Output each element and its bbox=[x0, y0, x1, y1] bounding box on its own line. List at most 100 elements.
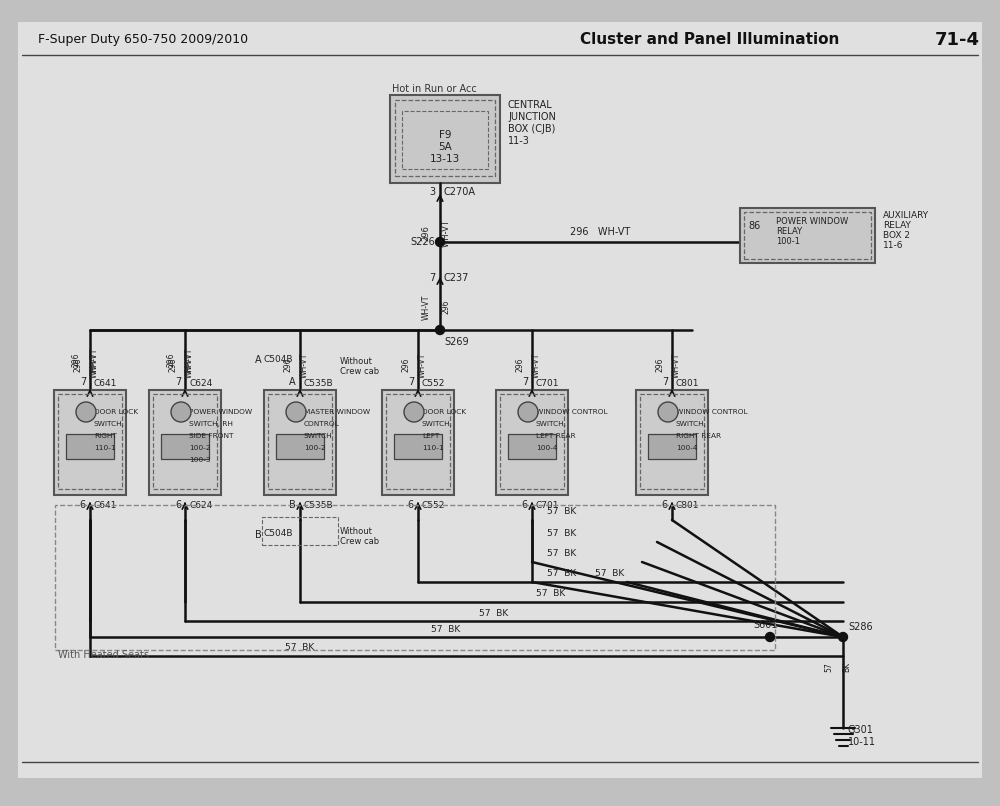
Text: C237: C237 bbox=[444, 273, 469, 283]
Text: CENTRAL: CENTRAL bbox=[508, 100, 553, 110]
Bar bbox=[149, 390, 221, 495]
Circle shape bbox=[286, 402, 306, 422]
Bar bbox=[58, 394, 122, 489]
Text: C624: C624 bbox=[189, 380, 212, 388]
Text: WH-VT: WH-VT bbox=[184, 347, 194, 372]
Text: 7: 7 bbox=[408, 377, 414, 387]
Text: With Heated Seats: With Heated Seats bbox=[58, 650, 149, 660]
Bar bbox=[268, 394, 332, 489]
Text: DOOR LOCK: DOOR LOCK bbox=[422, 409, 466, 415]
Text: Cluster and Panel Illumination: Cluster and Panel Illumination bbox=[580, 32, 839, 48]
Bar bbox=[395, 100, 495, 176]
Text: 296: 296 bbox=[656, 358, 664, 372]
Text: 3: 3 bbox=[429, 187, 435, 197]
Text: 7: 7 bbox=[175, 377, 181, 387]
Text: RIGHT REAR: RIGHT REAR bbox=[676, 433, 721, 439]
Text: Without: Without bbox=[340, 526, 373, 535]
Bar bbox=[496, 390, 568, 495]
Text: C641: C641 bbox=[94, 501, 117, 509]
Text: SWITCH,: SWITCH, bbox=[422, 421, 453, 427]
Text: 71-4: 71-4 bbox=[935, 31, 980, 49]
Bar bbox=[66, 434, 114, 459]
Text: 296   WH-VT: 296 WH-VT bbox=[570, 227, 630, 237]
Text: 7: 7 bbox=[662, 377, 668, 387]
Text: WH-VT: WH-VT bbox=[422, 294, 430, 320]
Text: C504B: C504B bbox=[264, 529, 294, 538]
Text: BOX (CJB): BOX (CJB) bbox=[508, 124, 555, 134]
Text: C504B: C504B bbox=[264, 355, 294, 364]
Text: C535B: C535B bbox=[304, 501, 334, 509]
Text: 100-2: 100-2 bbox=[304, 445, 326, 451]
Text: C701: C701 bbox=[536, 501, 560, 509]
Circle shape bbox=[658, 402, 678, 422]
Text: 57  BK: 57 BK bbox=[285, 643, 315, 653]
Text: 296: 296 bbox=[422, 225, 430, 241]
Text: Without: Without bbox=[340, 358, 373, 367]
Text: WH-VT: WH-VT bbox=[532, 352, 540, 378]
Text: POWER WINDOW: POWER WINDOW bbox=[189, 409, 252, 415]
Text: RELAY: RELAY bbox=[776, 227, 802, 236]
Bar bbox=[744, 212, 871, 259]
Bar bbox=[276, 434, 324, 459]
Text: 11-3: 11-3 bbox=[508, 136, 530, 146]
Text: SWITCH,: SWITCH, bbox=[676, 421, 707, 427]
Text: WH-VT: WH-VT bbox=[90, 352, 98, 378]
Text: DOOR LOCK: DOOR LOCK bbox=[94, 409, 138, 415]
Bar bbox=[264, 390, 336, 495]
Text: 6: 6 bbox=[80, 500, 86, 510]
Text: Hot in Run or Acc: Hot in Run or Acc bbox=[392, 84, 477, 94]
Text: 110-1: 110-1 bbox=[94, 445, 116, 451]
Text: C801: C801 bbox=[676, 501, 700, 509]
Circle shape bbox=[436, 326, 444, 334]
Bar bbox=[386, 394, 450, 489]
Bar bbox=[390, 95, 500, 183]
Circle shape bbox=[171, 402, 191, 422]
Text: LEFT: LEFT bbox=[422, 433, 439, 439]
Text: 86: 86 bbox=[748, 221, 760, 231]
Text: 57  BK: 57 BK bbox=[547, 570, 576, 579]
Text: C701: C701 bbox=[536, 380, 560, 388]
Text: WINDOW CONTROL: WINDOW CONTROL bbox=[676, 409, 748, 415]
Bar bbox=[382, 390, 454, 495]
Text: JUNCTION: JUNCTION bbox=[508, 112, 556, 122]
Text: C535B: C535B bbox=[304, 380, 334, 388]
Text: 6: 6 bbox=[408, 500, 414, 510]
Text: 10-11: 10-11 bbox=[848, 737, 876, 747]
Text: SWITCH: SWITCH bbox=[304, 433, 333, 439]
Text: SIDE FRONT: SIDE FRONT bbox=[189, 433, 234, 439]
Circle shape bbox=[766, 633, 774, 642]
Text: A: A bbox=[255, 355, 262, 365]
Text: 13-13: 13-13 bbox=[430, 154, 460, 164]
Text: 100-4: 100-4 bbox=[536, 445, 558, 451]
Circle shape bbox=[518, 402, 538, 422]
Text: AUXILIARY: AUXILIARY bbox=[883, 211, 929, 221]
Circle shape bbox=[76, 402, 96, 422]
Text: CONTROL: CONTROL bbox=[304, 421, 340, 427]
Text: 57  BK: 57 BK bbox=[547, 550, 576, 559]
Text: WH-VT: WH-VT bbox=[672, 352, 680, 378]
Text: SWITCH,: SWITCH, bbox=[536, 421, 567, 427]
Text: C624: C624 bbox=[189, 501, 212, 509]
Text: 296: 296 bbox=[402, 358, 411, 372]
Text: 6: 6 bbox=[175, 500, 181, 510]
Text: F9: F9 bbox=[439, 130, 451, 140]
Text: 57  BK: 57 BK bbox=[536, 589, 566, 599]
Text: WH-VT: WH-VT bbox=[184, 352, 194, 378]
Text: 57  BK: 57 BK bbox=[479, 609, 509, 617]
Text: B: B bbox=[255, 530, 262, 540]
Text: S226: S226 bbox=[410, 237, 435, 247]
Text: 296: 296 bbox=[166, 353, 176, 368]
Text: BK: BK bbox=[842, 662, 852, 672]
Text: 296: 296 bbox=[516, 358, 524, 372]
Text: 57: 57 bbox=[824, 662, 834, 672]
Text: 296: 296 bbox=[442, 300, 450, 314]
Text: 57  BK: 57 BK bbox=[595, 570, 625, 579]
Text: C641: C641 bbox=[94, 380, 117, 388]
Text: C270A: C270A bbox=[444, 187, 476, 197]
Text: 57  BK: 57 BK bbox=[547, 508, 576, 517]
Text: 296: 296 bbox=[284, 358, 292, 372]
Text: A: A bbox=[289, 377, 296, 387]
Text: WH-VT: WH-VT bbox=[418, 352, 426, 378]
Text: MASTER WINDOW: MASTER WINDOW bbox=[304, 409, 370, 415]
Text: 100-1: 100-1 bbox=[776, 238, 800, 247]
